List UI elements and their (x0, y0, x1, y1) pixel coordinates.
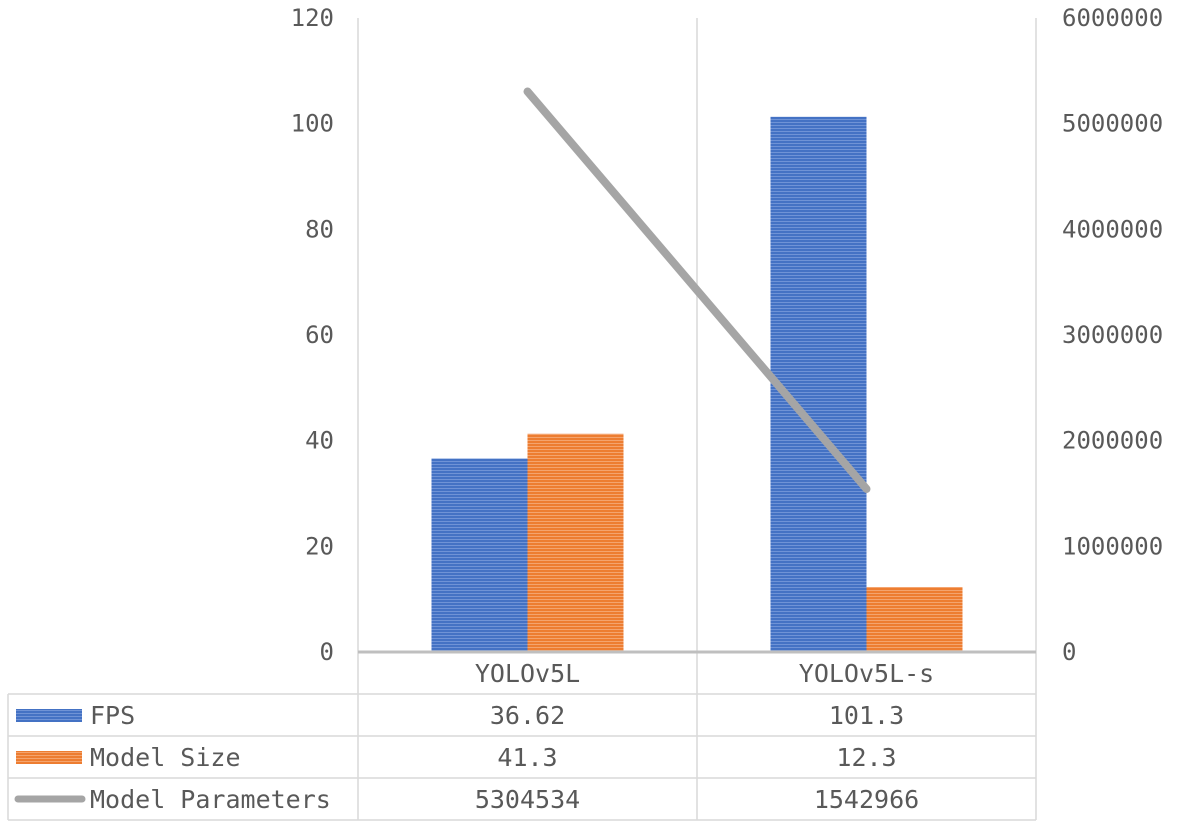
table-value: 1542966 (814, 785, 919, 814)
table-value: 101.3 (829, 701, 904, 730)
data-table: YOLOv5L YOLOv5L-s FPS 36.62 101.3 Model Size 4… (14, 659, 934, 814)
table-value: 5304534 (475, 785, 580, 814)
series-name: Model Parameters (90, 785, 331, 814)
table-value: 41.3 (497, 743, 557, 772)
bar-fps (431, 458, 528, 652)
series-name: FPS (90, 701, 135, 730)
grid-lines (7, 18, 1037, 821)
series-name: Model Size (90, 743, 241, 772)
y-right-tick-label: 6000000 (1062, 4, 1163, 32)
y-left-tick-label: 20 (305, 532, 334, 560)
line-model-parameters (523, 87, 871, 493)
y-right-tick-label: 2000000 (1062, 427, 1163, 455)
table-value: 36.62 (490, 701, 565, 730)
legend-key-fps (16, 709, 82, 722)
axes: 0 20 40 60 80 100 120 0 1000000 2000000 3000000 400… (291, 4, 1164, 666)
bar-model-size (866, 587, 963, 652)
bar-fps (770, 116, 867, 652)
table-value: 12.3 (836, 743, 896, 772)
y-right-tick-label: 3000000 (1062, 321, 1163, 349)
y-left-tick-label: 120 (291, 4, 334, 32)
y-left-tick-label: 60 (305, 321, 334, 349)
y-left-tick-label: 40 (305, 427, 334, 455)
y-left-tick-label: 0 (320, 638, 334, 666)
y-left-tick-label: 80 (305, 215, 334, 243)
legend-key-model-size (16, 751, 82, 764)
category-label: YOLOv5L-s (799, 659, 934, 688)
parameter-line (523, 87, 871, 493)
bar-model-size (527, 433, 624, 652)
y-right-tick-label: 0 (1062, 638, 1076, 666)
category-label: YOLOv5L (475, 659, 580, 688)
bars (431, 116, 963, 652)
y-right-tick-label: 4000000 (1062, 215, 1163, 243)
y-right-tick-label: 1000000 (1062, 532, 1163, 560)
y-right-tick-label: 5000000 (1062, 110, 1163, 138)
y-left-tick-label: 100 (291, 110, 334, 138)
